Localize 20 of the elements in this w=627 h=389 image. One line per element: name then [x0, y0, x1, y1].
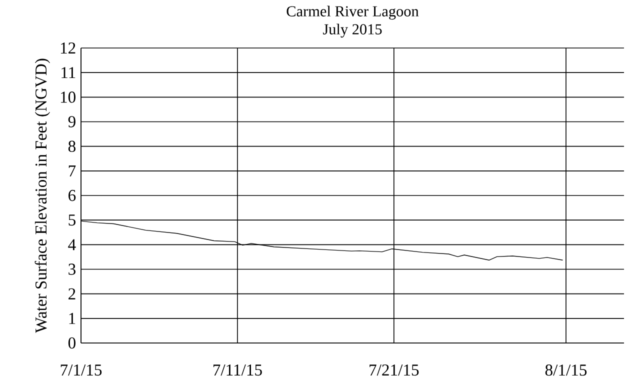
x-tick-label: 7/1/15	[60, 364, 102, 376]
y-tick-label: 4	[68, 239, 76, 250]
y-tick-label: 10	[60, 92, 76, 103]
x-tick-label: 8/1/15	[545, 364, 587, 376]
x-tick-label: 7/11/15	[213, 364, 262, 376]
y-tick-label: 11	[62, 67, 76, 78]
y-tick-label: 3	[68, 264, 76, 275]
y-tick-label: 7	[68, 165, 76, 176]
chart-title: Carmel River Lagoon	[286, 6, 419, 20]
y-axis-title: Water Surface Elevation in Feet (NGVD)	[34, 58, 50, 333]
y-tick-label: 1	[69, 312, 76, 324]
y-tick-label: 8	[68, 140, 76, 152]
y-tick-label: 9	[68, 116, 76, 128]
x-tick-label: 7/21/15	[370, 364, 419, 376]
y-tick-label: 12	[60, 42, 76, 54]
y-tick-label: 2	[68, 288, 76, 300]
chart-subtitle: July 2015	[323, 24, 382, 38]
y-tick-label: 6	[68, 190, 76, 202]
y-tick-label: 0	[68, 337, 76, 349]
y-tick-label: 5	[68, 214, 76, 226]
